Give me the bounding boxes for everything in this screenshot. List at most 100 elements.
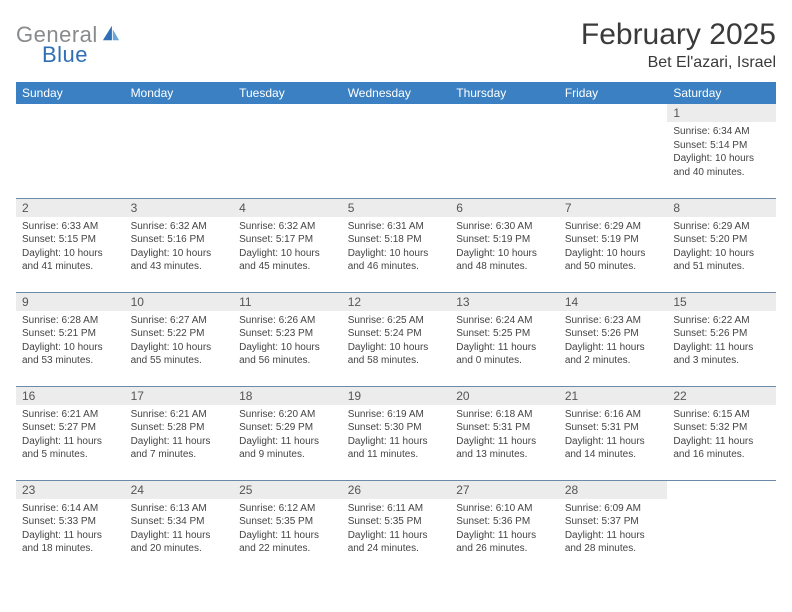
sunset-text: Sunset: 5:19 PM [565, 233, 662, 247]
sunrise-text: Sunrise: 6:20 AM [239, 408, 336, 422]
calendar-day-cell: 25Sunrise: 6:12 AMSunset: 5:35 PMDayligh… [233, 480, 342, 574]
day-details: Sunrise: 6:21 AMSunset: 5:27 PMDaylight:… [16, 405, 125, 466]
location-label: Bet El'azari, Israel [581, 54, 776, 72]
sunset-text: Sunset: 5:20 PM [673, 233, 770, 247]
sunrise-text: Sunrise: 6:26 AM [239, 314, 336, 328]
sunset-text: Sunset: 5:30 PM [348, 421, 445, 435]
day-number: 22 [667, 387, 776, 405]
sunset-text: Sunset: 5:19 PM [456, 233, 553, 247]
sunrise-text: Sunrise: 6:31 AM [348, 220, 445, 234]
sunrise-text: Sunrise: 6:14 AM [22, 502, 119, 516]
day-number: 9 [16, 293, 125, 311]
day-details: Sunrise: 6:23 AMSunset: 5:26 PMDaylight:… [559, 311, 668, 372]
calendar-day-cell: 13Sunrise: 6:24 AMSunset: 5:25 PMDayligh… [450, 292, 559, 386]
calendar-week-row: ............1Sunrise: 6:34 AMSunset: 5:1… [16, 104, 776, 198]
day-number: 24 [125, 481, 234, 499]
daylight-text-line1: Daylight: 11 hours [565, 529, 662, 543]
sunset-text: Sunset: 5:33 PM [22, 515, 119, 529]
calendar-day-cell: 3 Sunrise: 6:32 AMSunset: 5:16 PMDaylight… [125, 198, 234, 292]
day-details: Sunrise: 6:21 AMSunset: 5:28 PMDaylight:… [125, 405, 234, 466]
daylight-text-line1: Daylight: 11 hours [239, 529, 336, 543]
weekday-header: Tuesday [233, 82, 342, 104]
brand-word-blue: Blue [16, 44, 121, 66]
daylight-text-line1: Daylight: 10 hours [673, 247, 770, 261]
sunset-text: Sunset: 5:35 PM [239, 515, 336, 529]
sunrise-text: Sunrise: 6:15 AM [673, 408, 770, 422]
sunrise-text: Sunrise: 6:32 AM [131, 220, 228, 234]
day-number: 8 [667, 199, 776, 217]
daylight-text-line1: Daylight: 10 hours [239, 247, 336, 261]
calendar-day-cell: 24Sunrise: 6:13 AMSunset: 5:34 PMDayligh… [125, 480, 234, 574]
daylight-text-line2: and 24 minutes. [348, 542, 445, 556]
calendar-day-cell: 6Sunrise: 6:30 AMSunset: 5:19 PMDaylight… [450, 198, 559, 292]
daylight-text-line2: and 53 minutes. [22, 354, 119, 368]
sunset-text: Sunset: 5:28 PM [131, 421, 228, 435]
day-details: Sunrise: 6:15 AMSunset: 5:32 PMDaylight:… [667, 405, 776, 466]
day-number: 17 [125, 387, 234, 405]
daylight-text-line2: and 48 minutes. [456, 260, 553, 274]
sunset-text: Sunset: 5:31 PM [456, 421, 553, 435]
weekday-header: Monday [125, 82, 234, 104]
daylight-text-line1: Daylight: 10 hours [131, 247, 228, 261]
sunrise-text: Sunrise: 6:13 AM [131, 502, 228, 516]
calendar-day-cell: 5Sunrise: 6:31 AMSunset: 5:18 PMDaylight… [342, 198, 451, 292]
day-details: Sunrise: 6:09 AMSunset: 5:37 PMDaylight:… [559, 499, 668, 560]
calendar-day-cell: 20 Sunrise: 6:18 AMSunset: 5:31 PMDayligh… [450, 386, 559, 480]
daylight-text-line2: and 5 minutes. [22, 448, 119, 462]
daylight-text-line1: Daylight: 11 hours [348, 529, 445, 543]
daylight-text-line2: and 9 minutes. [239, 448, 336, 462]
sunset-text: Sunset: 5:15 PM [22, 233, 119, 247]
daylight-text-line2: and 14 minutes. [565, 448, 662, 462]
calendar-day-cell: 2Sunrise: 6:33 AMSunset: 5:15 PMDaylight… [16, 198, 125, 292]
calendar-page: GeneralBlue February 2025 Bet El'azari, … [0, 0, 792, 584]
sunset-text: Sunset: 5:23 PM [239, 327, 336, 341]
sunset-text: Sunset: 5:25 PM [456, 327, 553, 341]
daylight-text-line2: and 40 minutes. [673, 166, 770, 180]
day-number: 18 [233, 387, 342, 405]
calendar-day-cell: 18Sunrise: 6:20 AMSunset: 5:29 PMDayligh… [233, 386, 342, 480]
daylight-text-line1: Daylight: 11 hours [456, 529, 553, 543]
daylight-text-line2: and 56 minutes. [239, 354, 336, 368]
calendar-day-cell: 7Sunrise: 6:29 AMSunset: 5:19 PMDaylight… [559, 198, 668, 292]
daylight-text-line2: and 55 minutes. [131, 354, 228, 368]
day-number: 19 [342, 387, 451, 405]
sunrise-text: Sunrise: 6:21 AM [131, 408, 228, 422]
daylight-text-line1: Daylight: 11 hours [131, 435, 228, 449]
daylight-text-line1: Daylight: 10 hours [348, 341, 445, 355]
calendar-day-cell: .. [16, 104, 125, 198]
sunset-text: Sunset: 5:37 PM [565, 515, 662, 529]
sunrise-text: Sunrise: 6:33 AM [22, 220, 119, 234]
day-details: Sunrise: 6:20 AMSunset: 5:29 PMDaylight:… [233, 405, 342, 466]
calendar-day-cell: 1Sunrise: 6:34 AMSunset: 5:14 PMDaylight… [667, 104, 776, 198]
daylight-text-line1: Daylight: 11 hours [456, 435, 553, 449]
calendar-day-cell: .. [559, 104, 668, 198]
day-details: Sunrise: 6:19 AMSunset: 5:30 PMDaylight:… [342, 405, 451, 466]
daylight-text-line1: Daylight: 11 hours [131, 529, 228, 543]
daylight-text-line1: Daylight: 11 hours [673, 341, 770, 355]
sunset-text: Sunset: 5:16 PM [131, 233, 228, 247]
sunrise-text: Sunrise: 6:18 AM [456, 408, 553, 422]
day-number: 20 [450, 387, 559, 405]
sunset-text: Sunset: 5:31 PM [565, 421, 662, 435]
daylight-text-line2: and 0 minutes. [456, 354, 553, 368]
sunrise-text: Sunrise: 6:21 AM [22, 408, 119, 422]
day-number: 15 [667, 293, 776, 311]
day-number: 27 [450, 481, 559, 499]
day-number: 14 [559, 293, 668, 311]
calendar-day-cell: .. [125, 104, 234, 198]
daylight-text-line1: Daylight: 11 hours [565, 435, 662, 449]
sunset-text: Sunset: 5:24 PM [348, 327, 445, 341]
day-details: Sunrise: 6:26 AMSunset: 5:23 PMDaylight:… [233, 311, 342, 372]
sunrise-text: Sunrise: 6:34 AM [673, 125, 770, 139]
daylight-text-line2: and 22 minutes. [239, 542, 336, 556]
daylight-text-line1: Daylight: 11 hours [456, 341, 553, 355]
daylight-text-line2: and 18 minutes. [22, 542, 119, 556]
sunrise-text: Sunrise: 6:11 AM [348, 502, 445, 516]
day-details: Sunrise: 6:33 AMSunset: 5:15 PMDaylight:… [16, 217, 125, 278]
day-number: 3 [125, 199, 234, 217]
calendar-day-cell: 14Sunrise: 6:23 AMSunset: 5:26 PMDayligh… [559, 292, 668, 386]
sunrise-text: Sunrise: 6:09 AM [565, 502, 662, 516]
sunset-text: Sunset: 5:29 PM [239, 421, 336, 435]
day-details: Sunrise: 6:31 AMSunset: 5:18 PMDaylight:… [342, 217, 451, 278]
sunset-text: Sunset: 5:32 PM [673, 421, 770, 435]
